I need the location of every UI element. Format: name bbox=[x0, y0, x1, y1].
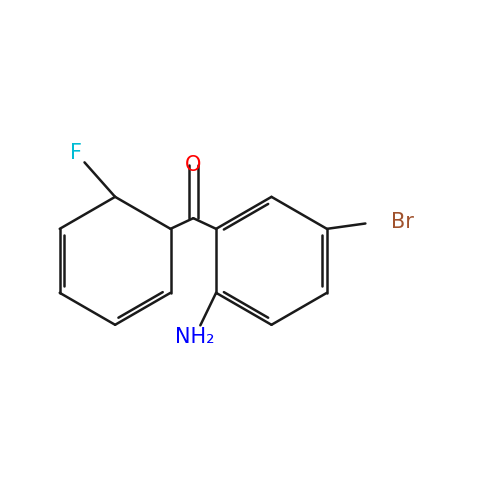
Text: F: F bbox=[70, 143, 82, 163]
Text: Br: Br bbox=[391, 212, 414, 232]
Text: NH₂: NH₂ bbox=[175, 327, 215, 347]
Text: O: O bbox=[185, 155, 202, 175]
